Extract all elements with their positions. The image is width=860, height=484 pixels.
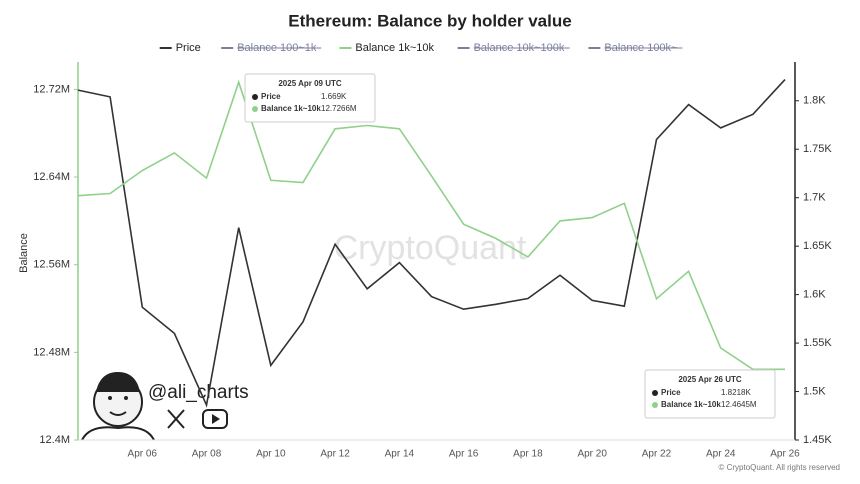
tooltip-value: 12.4645M — [721, 400, 757, 409]
y-tick-label: 12.4M — [39, 434, 70, 446]
legend-label: Balance 1k~10k — [355, 42, 434, 54]
y2-tick-label: 1.65K — [803, 240, 832, 252]
tooltip-name: Price — [261, 92, 281, 101]
legend-item[interactable]: Balance 100k~ — [588, 42, 683, 54]
y-tick-label: 12.48M — [33, 346, 70, 358]
x-tick-label: Apr 22 — [642, 449, 672, 460]
tooltip-box — [244, 73, 376, 123]
x-icon — [167, 409, 185, 429]
x-tick-label: Apr 08 — [192, 449, 222, 460]
y2-tick-label: 1.7K — [803, 192, 826, 204]
tooltip-dot — [252, 94, 258, 100]
tooltip-name: Balance 1k~10k — [261, 104, 321, 113]
y2-tick-label: 1.45K — [803, 434, 832, 446]
y-tick-label: 12.72M — [33, 83, 70, 95]
legend-item[interactable]: Balance 1k~10k — [339, 42, 434, 54]
series-line — [77, 79, 785, 371]
y2-tick-label: 1.75K — [803, 143, 832, 155]
x-tick-label: Apr 10 — [256, 449, 286, 460]
tooltip-name: Balance 1k~10k — [661, 400, 721, 409]
youtube-icon — [202, 409, 228, 429]
y2-tick-label: 1.55K — [803, 337, 832, 349]
handle: @ali_charts — [148, 382, 249, 403]
copyright: © CryptoQuant. All rights reserved — [719, 463, 841, 472]
tooltip-title: 2025 Apr 26 UTC — [678, 375, 742, 384]
x-tick-label: Apr 20 — [577, 449, 607, 460]
legend-item[interactable]: Price — [159, 42, 201, 54]
chart-title: Ethereum: Balance by holder value — [288, 11, 571, 30]
series-line — [77, 79, 786, 408]
tooltip-title: 2025 Apr 09 UTC — [278, 79, 342, 88]
y2-tick-label: 1.8K — [803, 95, 826, 107]
avatar — [81, 372, 155, 441]
tooltip-value: 1.8218K — [721, 388, 751, 397]
tooltip-dot — [652, 390, 658, 396]
y-tick-label: 12.56M — [33, 259, 70, 271]
x-tick-label: Apr 14 — [385, 449, 415, 460]
x-tick-label: Apr 24 — [706, 449, 736, 460]
y-axis-label: Balance — [18, 233, 30, 273]
legend-label: Price — [176, 42, 201, 54]
legend-item[interactable]: Balance 100~1k — [221, 42, 322, 54]
legend-item[interactable]: Balance 10k~100k — [457, 42, 570, 54]
y-tick-label: 12.64M — [33, 171, 70, 183]
tooltip-name: Price — [661, 388, 681, 397]
tooltip-value: 12.7266M — [321, 104, 357, 113]
watermark: CryptoQuant — [334, 229, 527, 267]
tooltip-dot — [652, 402, 658, 408]
y2-tick-label: 1.6K — [803, 289, 826, 301]
x-tick-label: Apr 06 — [128, 449, 158, 460]
tooltip-box — [644, 369, 776, 419]
tooltip-dot — [252, 106, 258, 112]
x-tick-label: Apr 16 — [449, 449, 479, 460]
x-tick-label: Apr 18 — [513, 449, 543, 460]
x-tick-label: Apr 12 — [320, 449, 350, 460]
x-tick-label: Apr 26 — [770, 449, 800, 460]
y2-tick-label: 1.5K — [803, 385, 826, 397]
tooltip-value: 1.669K — [321, 92, 347, 101]
